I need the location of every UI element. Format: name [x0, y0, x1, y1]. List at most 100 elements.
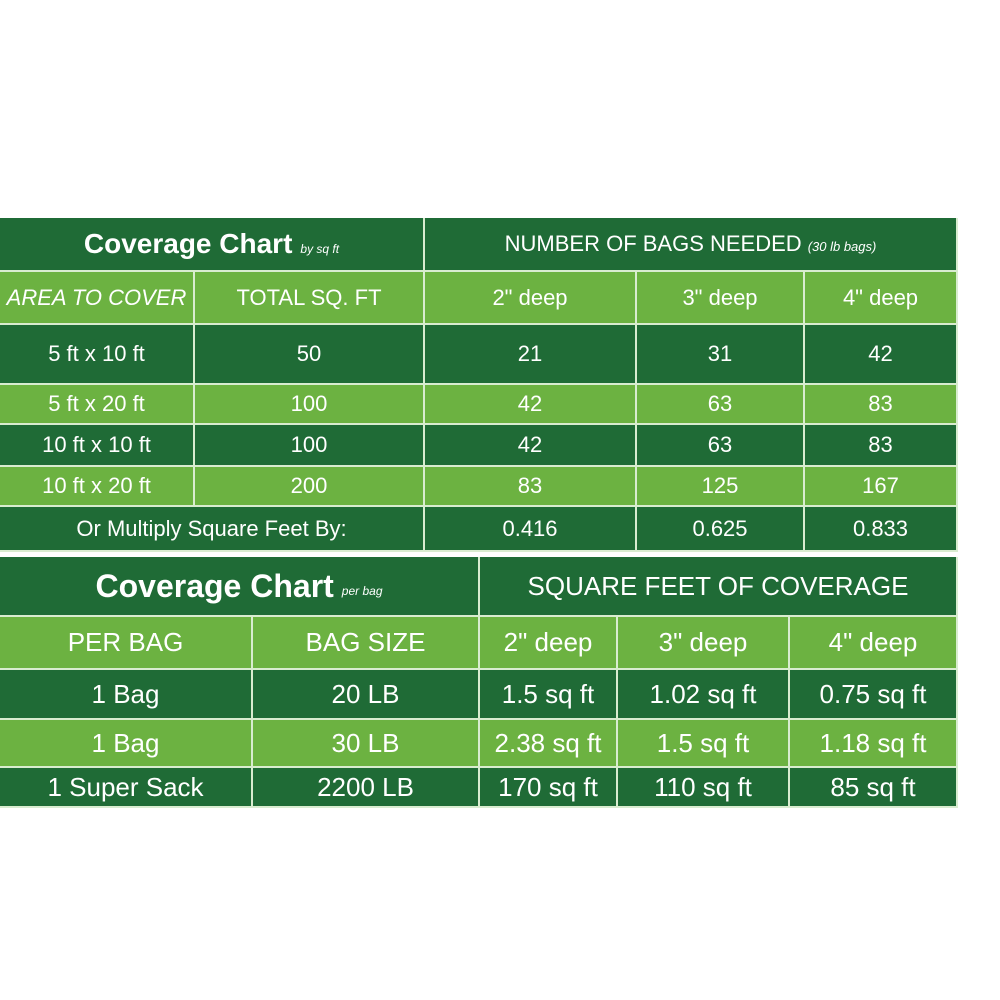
- table-title: Coverage Chart: [95, 567, 334, 604]
- table-cell: 42: [425, 385, 637, 425]
- table-cell: 42: [425, 425, 637, 467]
- table-cell: 2200 LB: [253, 768, 480, 808]
- table-title: Coverage Chart: [83, 228, 293, 259]
- column-header: 3" deep: [658, 627, 748, 657]
- table-cell: 1.18 sq ft: [790, 720, 958, 768]
- group-header: NUMBER OF BAGS NEEDED: [504, 231, 802, 256]
- column-header-cell: 4" deep: [790, 617, 958, 670]
- table-cell: 110 sq ft: [618, 768, 790, 808]
- cell-text: 200: [290, 473, 328, 498]
- title-cell: Coverage Chart by sq ft: [0, 218, 425, 272]
- cell-text: 1.5 sq ft: [501, 678, 595, 709]
- column-header-cell: AREA TO COVER: [0, 272, 195, 325]
- table-cell: 100: [195, 385, 425, 425]
- cell-text: 110 sq ft: [654, 771, 752, 802]
- column-header-cell: BAG SIZE: [253, 617, 480, 670]
- footer-value: 0.833: [852, 515, 909, 541]
- cell-text: 100: [290, 391, 328, 416]
- table-cell: 10 ft x 10 ft: [0, 425, 195, 467]
- table-cell: 167: [805, 467, 958, 507]
- cell-text: 30 LB: [331, 727, 400, 758]
- table-cell: 30 LB: [253, 720, 480, 768]
- footer-cell: 0.625: [637, 507, 805, 552]
- table-cell: 200: [195, 467, 425, 507]
- column-header: TOTAL SQ. FT: [236, 284, 382, 310]
- cell-text: 42: [517, 391, 543, 416]
- cell-text: 10 ft x 10 ft: [42, 432, 151, 457]
- cell-text: 0.75 sq ft: [819, 678, 927, 709]
- cell-text: 100: [290, 432, 328, 457]
- cell-text: 20 LB: [331, 678, 400, 709]
- column-header: AREA TO COVER: [6, 284, 187, 310]
- cell-text: 21: [517, 341, 543, 366]
- cell-text: 2200 LB: [317, 771, 414, 802]
- cell-text: 1 Bag: [91, 727, 160, 758]
- cell-text: 83: [868, 391, 893, 416]
- table-cell: 5 ft x 10 ft: [0, 325, 195, 385]
- title-cell: Coverage Chart per bag: [0, 557, 480, 617]
- table-cell: 2.38 sq ft: [480, 720, 618, 768]
- cell-text: 1.18 sq ft: [819, 727, 927, 758]
- footer-value: 0.416: [502, 515, 558, 541]
- cell-text: 83: [517, 473, 543, 498]
- table-cell: 10 ft x 20 ft: [0, 467, 195, 507]
- column-header: PER BAG: [67, 627, 184, 657]
- column-header-cell: TOTAL SQ. FT: [195, 272, 425, 325]
- cell-text: 125: [701, 473, 739, 498]
- table-cell: 20 LB: [253, 670, 480, 720]
- table-cell: 42: [805, 325, 958, 385]
- table-cell: 83: [805, 425, 958, 467]
- table-cell: 63: [637, 385, 805, 425]
- cell-text: 42: [517, 432, 543, 457]
- cell-text: 2.38 sq ft: [494, 727, 602, 758]
- cell-text: 31: [707, 341, 733, 366]
- column-header: BAG SIZE: [305, 627, 426, 657]
- group-header-cell: NUMBER OF BAGS NEEDED (30 lb bags): [425, 218, 958, 272]
- table-cell: 170 sq ft: [480, 768, 618, 808]
- table-cell: 63: [637, 425, 805, 467]
- table-cell: 1 Bag: [0, 670, 253, 720]
- cell-text: 170 sq ft: [498, 771, 598, 802]
- cell-text: 85 sq ft: [830, 771, 916, 802]
- cell-text: 83: [868, 432, 893, 457]
- table-cell: 125: [637, 467, 805, 507]
- cell-text: 5 ft x 20 ft: [48, 391, 145, 416]
- cell-text: 10 ft x 20 ft: [42, 473, 151, 498]
- cell-text: 1.02 sq ft: [649, 678, 757, 709]
- column-header-cell: 2" deep: [425, 272, 637, 325]
- cell-text: 5 ft x 10 ft: [48, 341, 145, 366]
- cell-text: 1 Bag: [91, 678, 160, 709]
- cell-text: 63: [707, 432, 733, 457]
- title-note: by sq ft: [300, 242, 340, 256]
- footer-label: Or Multiply Square Feet By:: [76, 515, 347, 541]
- table-cell: 1.5 sq ft: [480, 670, 618, 720]
- column-header-cell: PER BAG: [0, 617, 253, 670]
- table-cell: 50: [195, 325, 425, 385]
- table-cell: 21: [425, 325, 637, 385]
- table-cell: 83: [425, 467, 637, 507]
- footer-value: 0.625: [692, 515, 748, 541]
- column-header: 4" deep: [828, 627, 918, 657]
- column-header: 2" deep: [503, 627, 593, 657]
- table-cell: 1 Super Sack: [0, 768, 253, 808]
- table-cell: 5 ft x 20 ft: [0, 385, 195, 425]
- cell-text: 1 Super Sack: [47, 771, 204, 802]
- cell-text: 50: [296, 341, 322, 366]
- footer-cell: 0.833: [805, 507, 958, 552]
- cell-text: 1.5 sq ft: [656, 727, 750, 758]
- table-cell: 1.5 sq ft: [618, 720, 790, 768]
- group-note: (30 lb bags): [807, 238, 877, 254]
- footer-label-cell: Or Multiply Square Feet By:: [0, 507, 425, 552]
- column-header: 4" deep: [842, 284, 919, 310]
- table-cell: 85 sq ft: [790, 768, 958, 808]
- column-header-cell: 4" deep: [805, 272, 958, 325]
- footer-cell: 0.416: [425, 507, 637, 552]
- table-cell: 31: [637, 325, 805, 385]
- column-header: 2" deep: [492, 284, 568, 310]
- table-cell: 1.02 sq ft: [618, 670, 790, 720]
- title-note: per bag: [341, 584, 383, 598]
- column-header-cell: 3" deep: [637, 272, 805, 325]
- column-header-cell: 2" deep: [480, 617, 618, 670]
- table-cell: 83: [805, 385, 958, 425]
